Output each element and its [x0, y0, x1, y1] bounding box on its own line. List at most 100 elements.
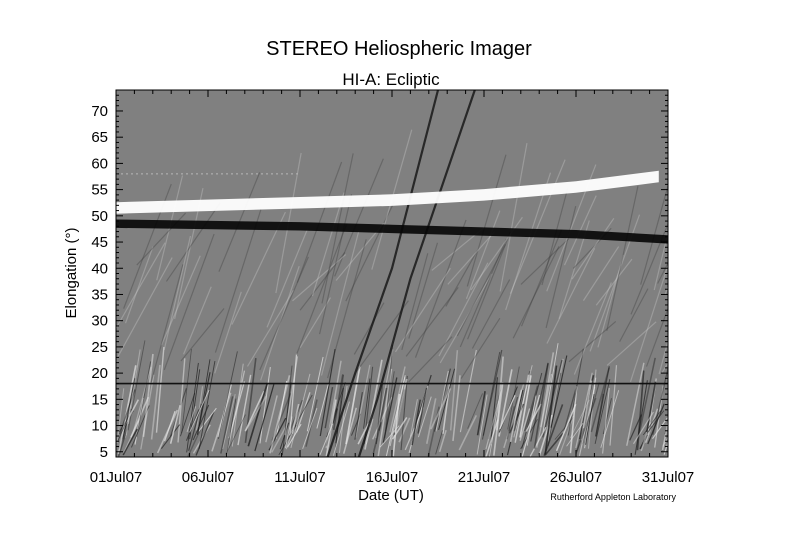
cme-streak [555, 403, 577, 452]
cme-track [326, 90, 440, 457]
cme-streak [160, 424, 181, 449]
cme-streak [671, 400, 678, 433]
cme-streak [130, 396, 150, 438]
cme-streak [160, 255, 201, 346]
cme-streak [521, 372, 543, 449]
cme-streak [688, 384, 697, 430]
cme-streak [646, 410, 665, 434]
cme-streak [546, 358, 564, 442]
cme-streak [318, 194, 353, 335]
cme-streak [269, 375, 291, 454]
cme-streak [299, 252, 346, 311]
cme-streak [142, 353, 154, 437]
chart-title: STEREO Heliospheric Imager [266, 38, 532, 60]
cme-streak [385, 375, 406, 457]
cme-streak [244, 390, 265, 432]
cme-streak [125, 349, 141, 436]
cme-streak [180, 308, 225, 362]
cme-streak [509, 159, 566, 294]
cme-streak [554, 416, 575, 440]
cme-streak [245, 395, 267, 431]
cme-streak [546, 247, 596, 344]
cme-streak [117, 365, 137, 455]
cme-streak [181, 349, 192, 434]
cme-streak [378, 387, 388, 431]
cme-streak [132, 366, 152, 432]
y-tick-label: 70 [91, 103, 108, 120]
cme-streak [177, 358, 186, 443]
cme-streak [685, 421, 700, 452]
cme-streak [634, 380, 648, 455]
cme-streak [658, 338, 668, 375]
cme-streak [372, 422, 382, 454]
cme-streak [295, 392, 311, 433]
y-tick-label: 20 [91, 365, 108, 382]
cme-streak [543, 404, 564, 457]
cme-streak [259, 367, 271, 444]
cme-streak [237, 374, 252, 446]
cme-streak [597, 254, 625, 348]
cme-streak [122, 428, 138, 456]
cme-streak [363, 366, 374, 445]
cme-streak [529, 426, 547, 457]
y-tick-label: 50 [91, 208, 108, 225]
cme-streak [544, 365, 558, 455]
x-tick-label: 11Jul07 [274, 469, 325, 486]
cme-streak [163, 233, 215, 371]
cme-streak [690, 360, 702, 436]
cme-streak [499, 143, 528, 292]
cme-streak [332, 401, 350, 456]
cme-streak [116, 242, 166, 329]
x-tick-label: 06Jul07 [182, 469, 235, 486]
cme-streak [683, 367, 692, 432]
cme-streak [466, 154, 507, 287]
cme-streak [542, 343, 559, 433]
cme-streak [629, 414, 642, 441]
cme-streak [316, 383, 329, 429]
bright-band [116, 170, 659, 214]
cme-streak [414, 219, 467, 358]
y-tick-label: 5 [100, 444, 108, 461]
cme-streak [384, 371, 395, 439]
y-tick-label: 25 [91, 339, 108, 356]
cme-streak [165, 202, 221, 282]
cme-streak [218, 351, 238, 440]
cme-streak [394, 267, 451, 353]
cme-streak [122, 378, 136, 440]
cme-streak [435, 370, 449, 432]
cme-streak [183, 286, 212, 355]
cme-streak [459, 238, 507, 348]
cme-streak [117, 423, 130, 457]
cme-streak [292, 254, 347, 302]
cme-streak [289, 353, 298, 436]
cme-streak [186, 406, 197, 433]
cme-streak [520, 229, 563, 327]
cme-streak [225, 414, 246, 454]
cme-streak [438, 368, 455, 431]
cme-streak [587, 369, 597, 449]
cme-streak [385, 344, 394, 431]
cme-streak [547, 372, 562, 447]
cme-streak [687, 403, 703, 433]
cme-streak [401, 253, 429, 351]
cme-streak [357, 423, 370, 445]
cme-streak [686, 395, 701, 435]
cme-streak [231, 211, 286, 325]
cme-streak [662, 436, 668, 447]
cme-streak [606, 321, 657, 366]
cme-streak [427, 406, 440, 457]
cme-streak [281, 382, 292, 456]
cme-streak [345, 366, 361, 445]
cme-streak [292, 394, 313, 431]
credit-label: Rutherford Appleton Laboratory [550, 492, 676, 502]
cme-streak [670, 381, 677, 441]
dark-band [116, 219, 668, 244]
cme-streak [670, 392, 678, 435]
cme-streak [512, 246, 560, 339]
cme-streak [400, 375, 408, 451]
cme-streak [489, 400, 500, 457]
cme-streak [642, 410, 662, 436]
cme-streak [696, 389, 713, 431]
cme-streak [334, 158, 384, 277]
cme-streak [187, 428, 202, 457]
